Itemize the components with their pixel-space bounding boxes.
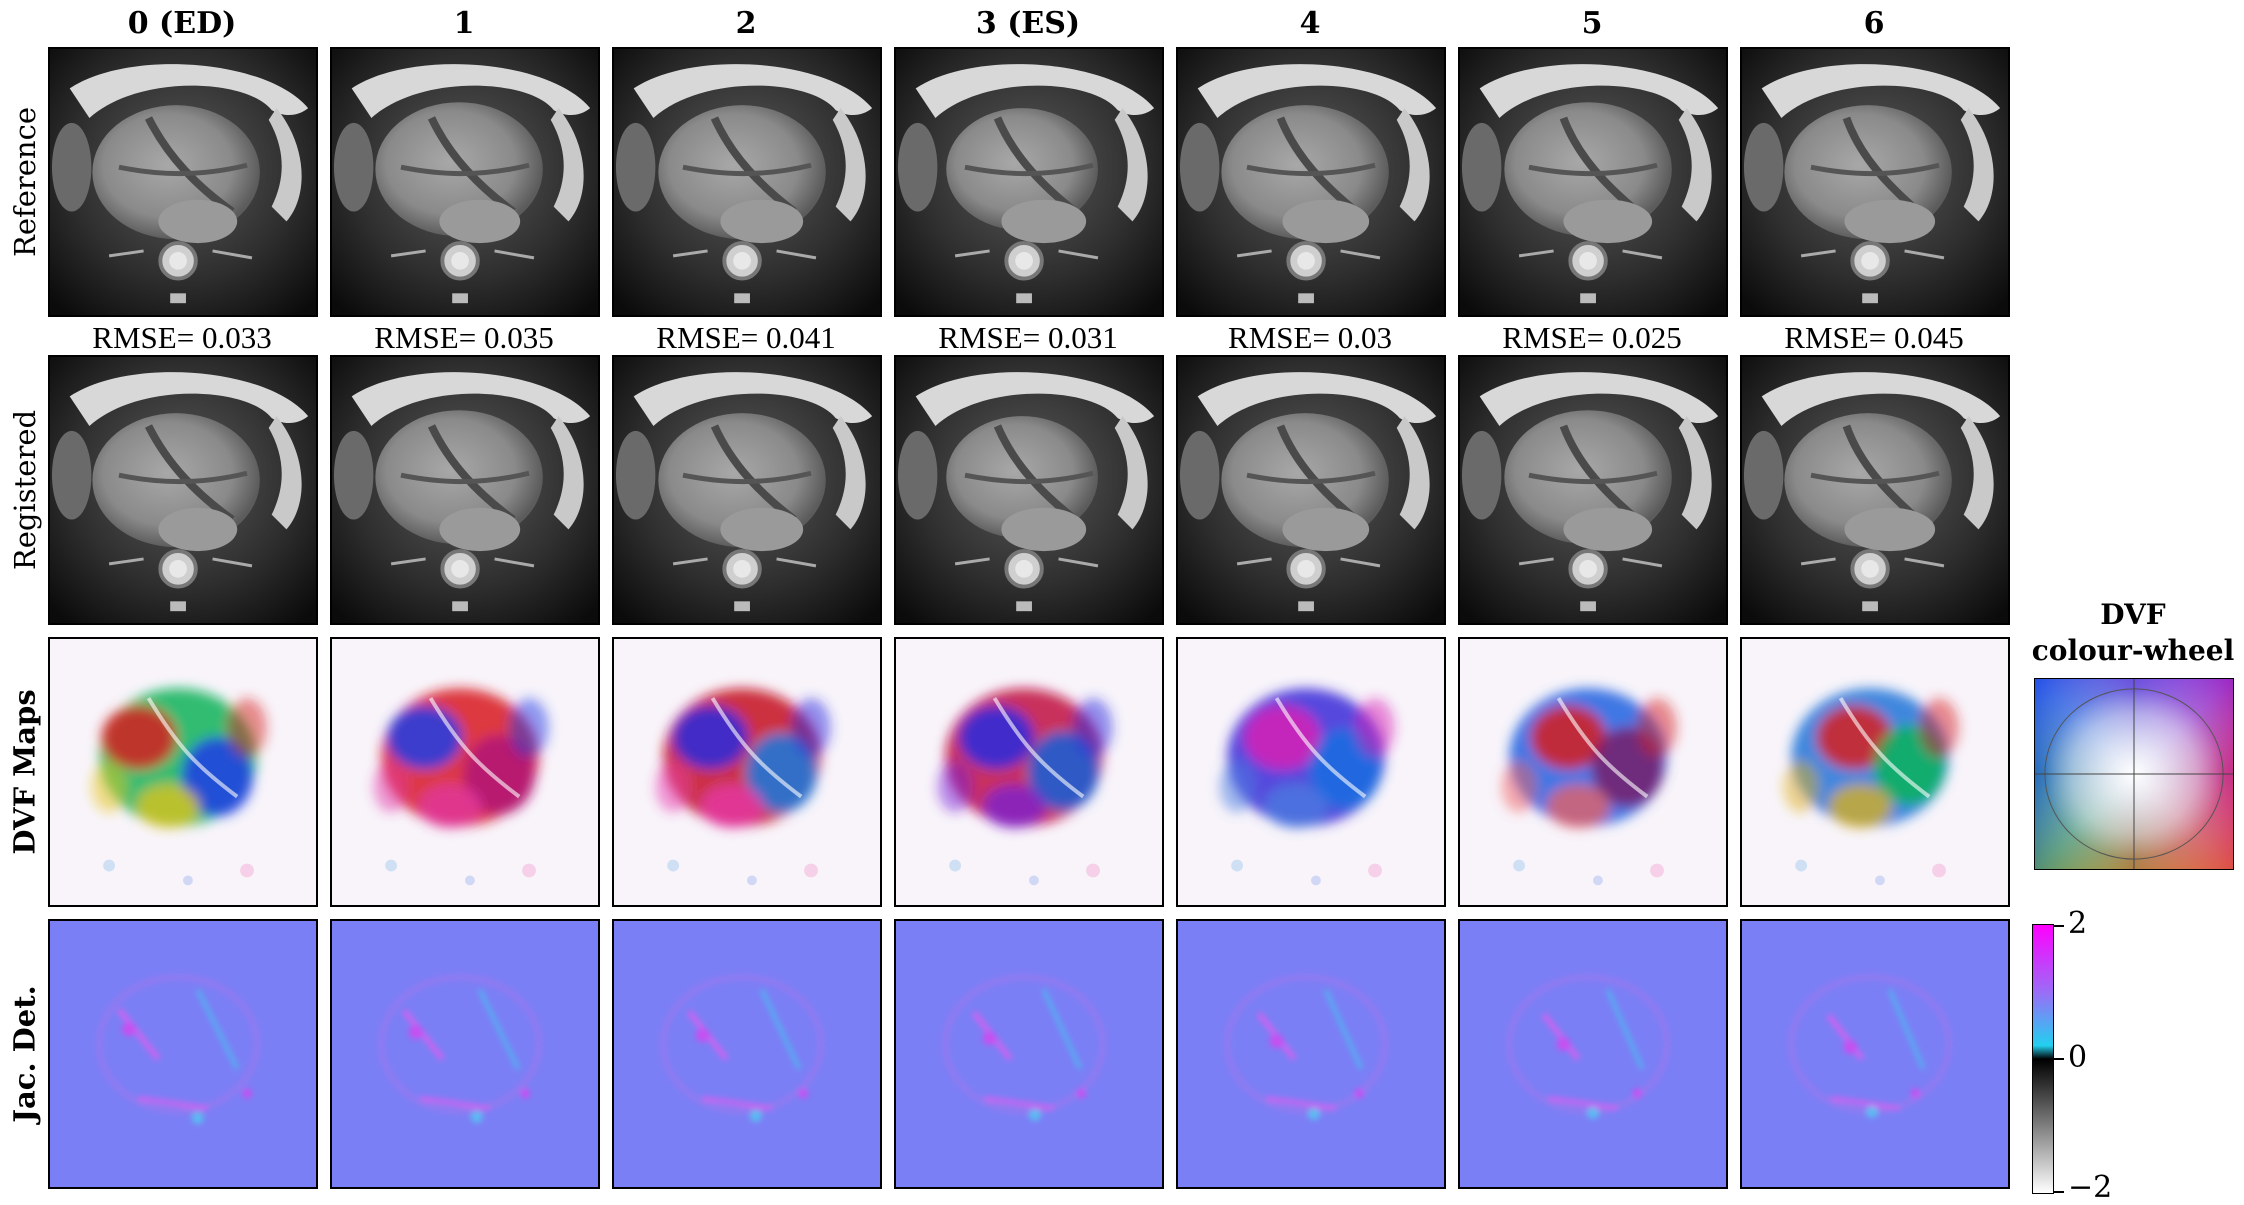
jacobian-map-2 <box>612 919 882 1189</box>
dvf-legend-title-2: colour-wheel <box>2031 634 2235 667</box>
dvf-legend-title-1: DVF <box>2100 598 2166 631</box>
row-label-jacobian-text: Jac. Det. <box>8 985 43 1123</box>
colorbar-label-mid: 0 <box>2068 1040 2088 1075</box>
dvf-map-5 <box>1458 637 1728 907</box>
registered-image-0 <box>48 355 318 625</box>
column-title-0: 0 (ED) <box>127 6 237 41</box>
rmse-label-5: RMSE= 0.025 <box>1502 320 1682 355</box>
column-title-4: 4 <box>1299 6 1321 41</box>
row-label-registered: Registered <box>0 355 50 625</box>
row-label-reference: Reference <box>0 47 50 317</box>
dvf-map-6 <box>1740 637 2010 907</box>
dvf-map-0 <box>48 637 318 907</box>
registered-image-3 <box>894 355 1164 625</box>
registered-image-4 <box>1176 355 1446 625</box>
rmse-label-6: RMSE= 0.045 <box>1784 320 1964 355</box>
reference-image-5 <box>1458 47 1728 317</box>
registered-image-5 <box>1458 355 1728 625</box>
column-title-5: 5 <box>1581 6 1603 41</box>
column-title-6: 6 <box>1863 6 1885 41</box>
rmse-label-2: RMSE= 0.041 <box>656 320 836 355</box>
reference-image-0 <box>48 47 318 317</box>
reference-image-3 <box>894 47 1164 317</box>
column-title-3: 3 (ES) <box>975 6 1081 41</box>
jacobian-map-4 <box>1176 919 1446 1189</box>
colorbar-label-bottom: −2 <box>2068 1170 2113 1205</box>
rmse-label-3: RMSE= 0.031 <box>938 320 1118 355</box>
row-label-registered-text: Registered <box>8 409 42 571</box>
jacobian-map-1 <box>330 919 600 1189</box>
row-label-jacobian: Jac. Det. <box>0 919 50 1189</box>
dvf-map-4 <box>1176 637 1446 907</box>
colorbar-tick-mid <box>2054 1058 2064 1060</box>
colorbar-label-top: 2 <box>2068 906 2088 941</box>
registered-image-6 <box>1740 355 2010 625</box>
dvf-map-2 <box>612 637 882 907</box>
rmse-label-4: RMSE= 0.03 <box>1228 320 1392 355</box>
jacobian-map-5 <box>1458 919 1728 1189</box>
dvf-colour-wheel <box>2034 678 2234 870</box>
reference-image-6 <box>1740 47 2010 317</box>
dvf-map-3 <box>894 637 1164 907</box>
colorbar-tick-bottom <box>2054 1191 2064 1193</box>
column-title-1: 1 <box>453 6 475 41</box>
row-label-dvf: DVF Maps <box>0 637 50 907</box>
jacobian-map-6 <box>1740 919 2010 1189</box>
jacobian-map-3 <box>894 919 1164 1189</box>
column-title-2: 2 <box>735 6 757 41</box>
rmse-label-1: RMSE= 0.035 <box>374 320 554 355</box>
dvf-map-1 <box>330 637 600 907</box>
reference-image-4 <box>1176 47 1446 317</box>
row-label-reference-text: Reference <box>8 107 42 257</box>
jacobian-colorbar <box>2032 924 2054 1194</box>
row-label-dvf-text: DVF Maps <box>8 689 43 855</box>
registered-image-2 <box>612 355 882 625</box>
registered-image-1 <box>330 355 600 625</box>
jacobian-map-0 <box>48 919 318 1189</box>
rmse-label-0: RMSE= 0.033 <box>92 320 272 355</box>
reference-image-1 <box>330 47 600 317</box>
reference-image-2 <box>612 47 882 317</box>
colorbar-tick-top <box>2054 925 2064 927</box>
